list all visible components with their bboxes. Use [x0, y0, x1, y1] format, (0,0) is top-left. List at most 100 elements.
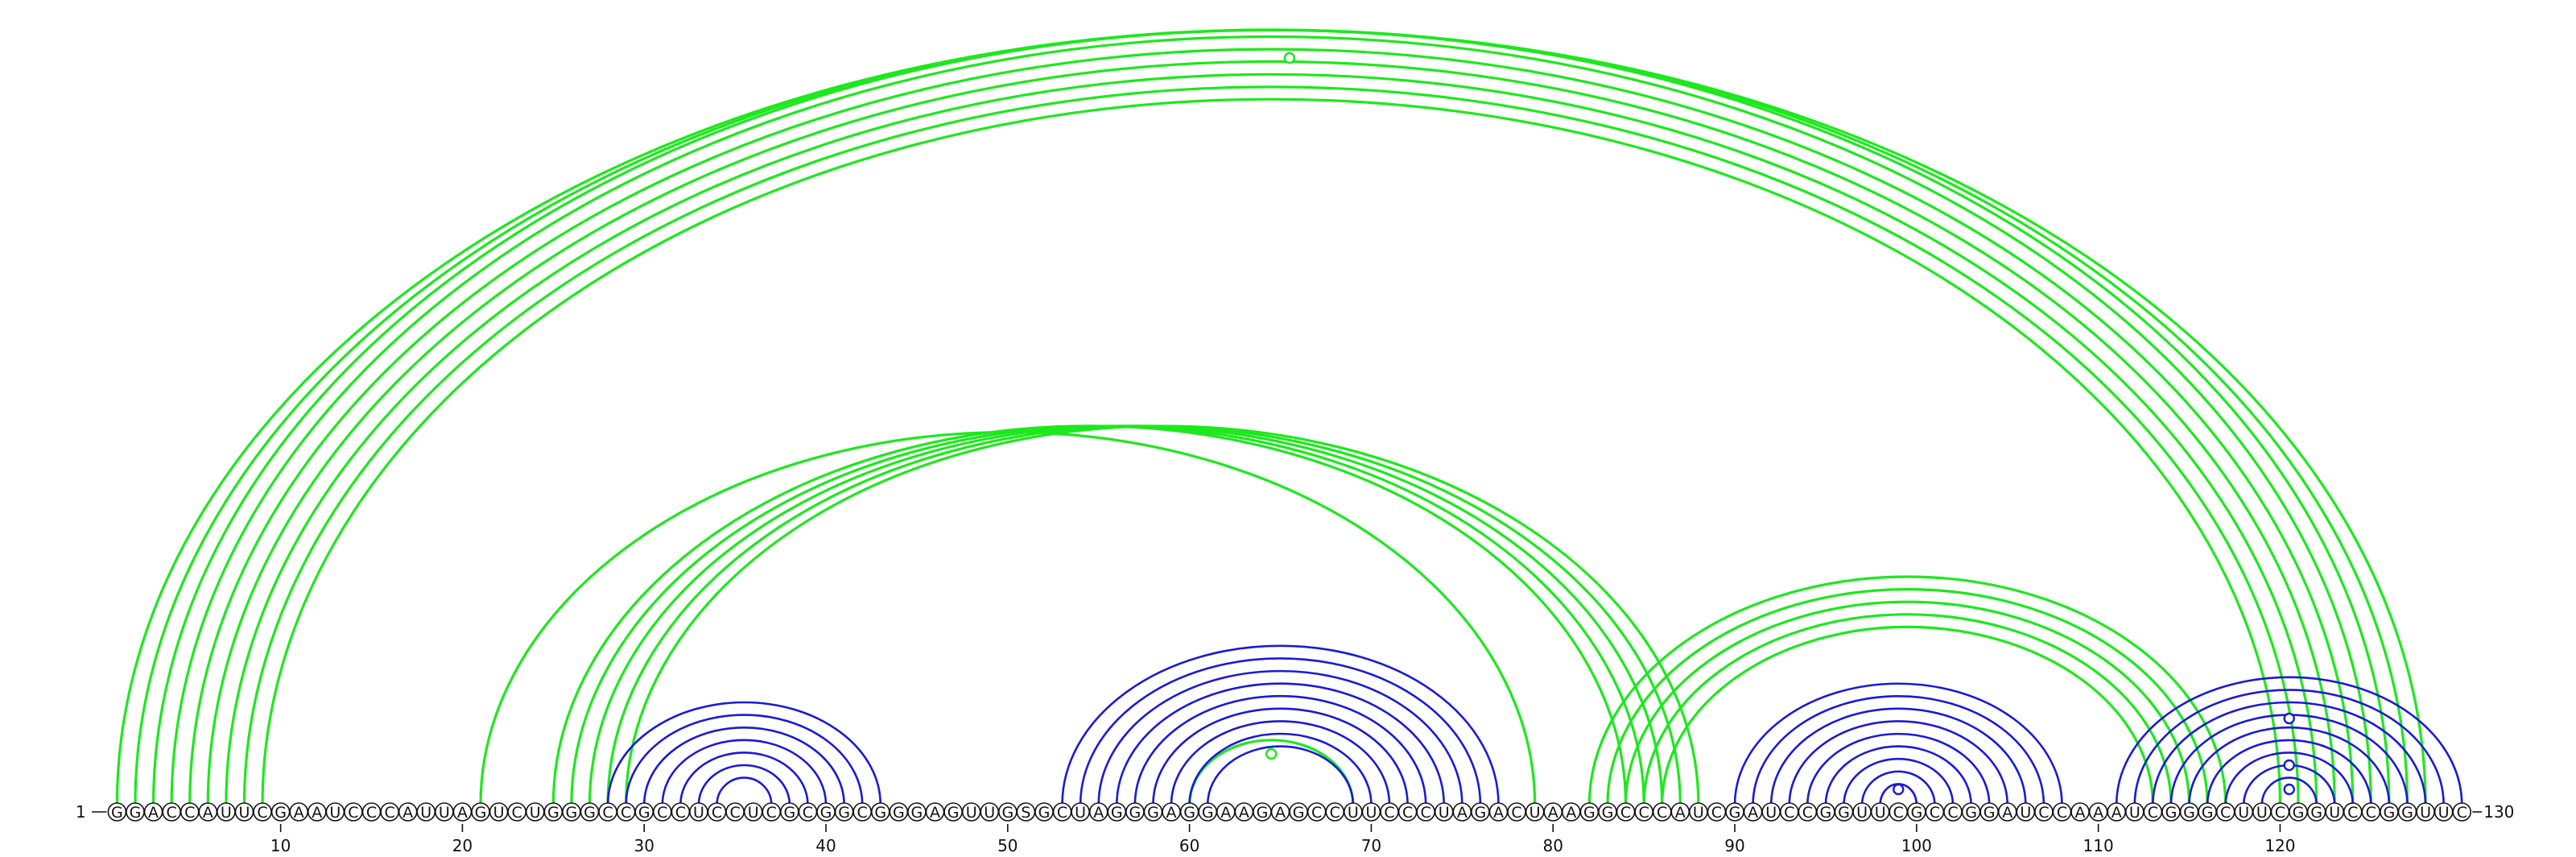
nucleotide: U — [1361, 802, 1381, 822]
nucleotide-letter: C — [2148, 804, 2158, 822]
nucleotide: A — [452, 802, 473, 822]
nucleotide-letter: G — [2401, 804, 2413, 822]
nucleotide: G — [1179, 802, 1199, 822]
nucleotide: G — [1598, 802, 1617, 822]
nucleotide-letter: G — [1984, 804, 1996, 822]
nucleotide: G — [907, 802, 927, 822]
green-pair-arc — [225, 72, 2318, 805]
nucleotide-letter: C — [1784, 804, 1794, 822]
nucleotide: A — [1488, 802, 1509, 822]
nucleotide: C — [1416, 802, 1435, 822]
nucleotide: C — [1507, 802, 1526, 822]
nucleotide: C — [180, 802, 200, 822]
nucleotide-letter: G — [838, 804, 850, 822]
tick-label: 120 — [2264, 836, 2295, 855]
nucleotide: U — [1071, 802, 1090, 822]
nucleotide-letter: G — [911, 804, 923, 822]
nucleotide: U — [1344, 802, 1363, 822]
green-pair-arc — [170, 35, 2372, 805]
nucleotide: G — [1816, 802, 1835, 822]
nucleotide-letter: C — [2038, 804, 2049, 822]
nucleotide: C — [1925, 802, 1945, 822]
nucleotide-letter: G — [1183, 804, 1195, 822]
nucleotide-letter: G — [874, 804, 886, 822]
green-pair-arc — [188, 48, 2355, 805]
nucleotide: G — [543, 802, 564, 822]
nucleotide: C — [2052, 802, 2072, 822]
nucleotide: C — [253, 802, 272, 822]
nucleotide: G — [780, 802, 799, 822]
nucleotide-letter: C — [657, 804, 667, 822]
tick-label: 40 — [815, 836, 836, 855]
nucleotide-letter: A — [1548, 804, 1558, 822]
nucleotide: G — [2198, 802, 2217, 822]
nucleotide: G — [2380, 802, 2399, 822]
nucleotide-letter: U — [1530, 804, 1541, 822]
nucleotide-letter: C — [1330, 804, 1340, 822]
nucleotide-letter: A — [1166, 804, 1177, 822]
blue-pair-arc — [1133, 694, 1427, 805]
nucleotide: G — [1198, 802, 1217, 822]
blue-pair-arc — [1806, 732, 1991, 805]
nucleotide: A — [2070, 802, 2090, 822]
nucleotide-letter: C — [257, 804, 267, 822]
nucleotide-letter: U — [329, 804, 341, 822]
blue-pair-arc — [1769, 707, 2027, 805]
blue-pair-arc — [1079, 657, 1482, 805]
nucleotide: A — [307, 802, 327, 822]
green-pair-arc — [134, 28, 2409, 805]
green-pair-arc — [625, 424, 1700, 805]
nucleotide: U — [525, 802, 545, 822]
nucleotide-letter: G — [638, 804, 650, 822]
nucleotide: C — [1616, 802, 1636, 822]
green-pair-arc — [151, 28, 2391, 805]
nucleotide: A — [1216, 802, 1236, 822]
nucleotide: C — [798, 802, 818, 822]
nucleotide: C — [162, 802, 181, 822]
nucleotide-letter: G — [2384, 804, 2396, 822]
blue-pair-arc — [1061, 644, 1500, 805]
nucleotide: C — [1397, 802, 1418, 822]
green-pair-arc — [1642, 613, 2173, 805]
nucleotide: C — [616, 802, 636, 822]
nucleotide: A — [925, 802, 945, 822]
nucleotide-letter: C — [1620, 804, 1631, 822]
nucleotide-letter: G — [1147, 804, 1159, 822]
nucleotide: A — [1670, 802, 1690, 822]
nucleotide-letter: U — [1693, 804, 1704, 822]
nucleotide: G — [1725, 802, 1744, 822]
nucleotide-letter: U — [439, 804, 450, 822]
nucleotide: U — [1434, 802, 1454, 822]
nucleotide: U — [234, 802, 254, 822]
nucleotide-letter: C — [348, 804, 358, 822]
nucleotide: U — [980, 802, 1000, 822]
blue-pair-arc — [2133, 689, 2445, 805]
nucleotide-letter: A — [2093, 804, 2103, 822]
nucleotide-letter: U — [2129, 804, 2140, 822]
nucleotide: A — [1234, 802, 1254, 822]
nucleotide-letter: G — [2183, 804, 2195, 822]
nucleotide-letter: A — [312, 804, 322, 822]
nucleotide: G — [1143, 802, 1163, 822]
nucleotide-letter: U — [2438, 804, 2450, 822]
green-pair-arc — [606, 424, 1682, 805]
blue-pair-arc — [1788, 720, 2009, 805]
nucleotide: G — [1979, 802, 1999, 822]
tick-label: 100 — [1901, 836, 1932, 855]
blue-pair-arc — [2115, 676, 2463, 805]
nucleotide: A — [1997, 802, 2017, 822]
nucleotide: G — [816, 802, 836, 822]
blue-pair-arc — [1152, 707, 1409, 805]
base-pair-arcs — [115, 28, 2463, 805]
nucleotide: A — [398, 802, 418, 822]
nucleotide-letter: C — [2366, 804, 2376, 822]
nucleotide: U — [2434, 802, 2454, 822]
nucleotide-letter: G — [1820, 804, 1832, 822]
nucleotide: U — [1870, 802, 1890, 822]
nucleotide-letter: G — [584, 804, 596, 822]
nucleotide-letter: C — [2275, 804, 2285, 822]
nucleotide: C — [852, 802, 872, 822]
nucleotide: G — [270, 802, 291, 822]
nucleotide-letter: U — [238, 804, 250, 822]
